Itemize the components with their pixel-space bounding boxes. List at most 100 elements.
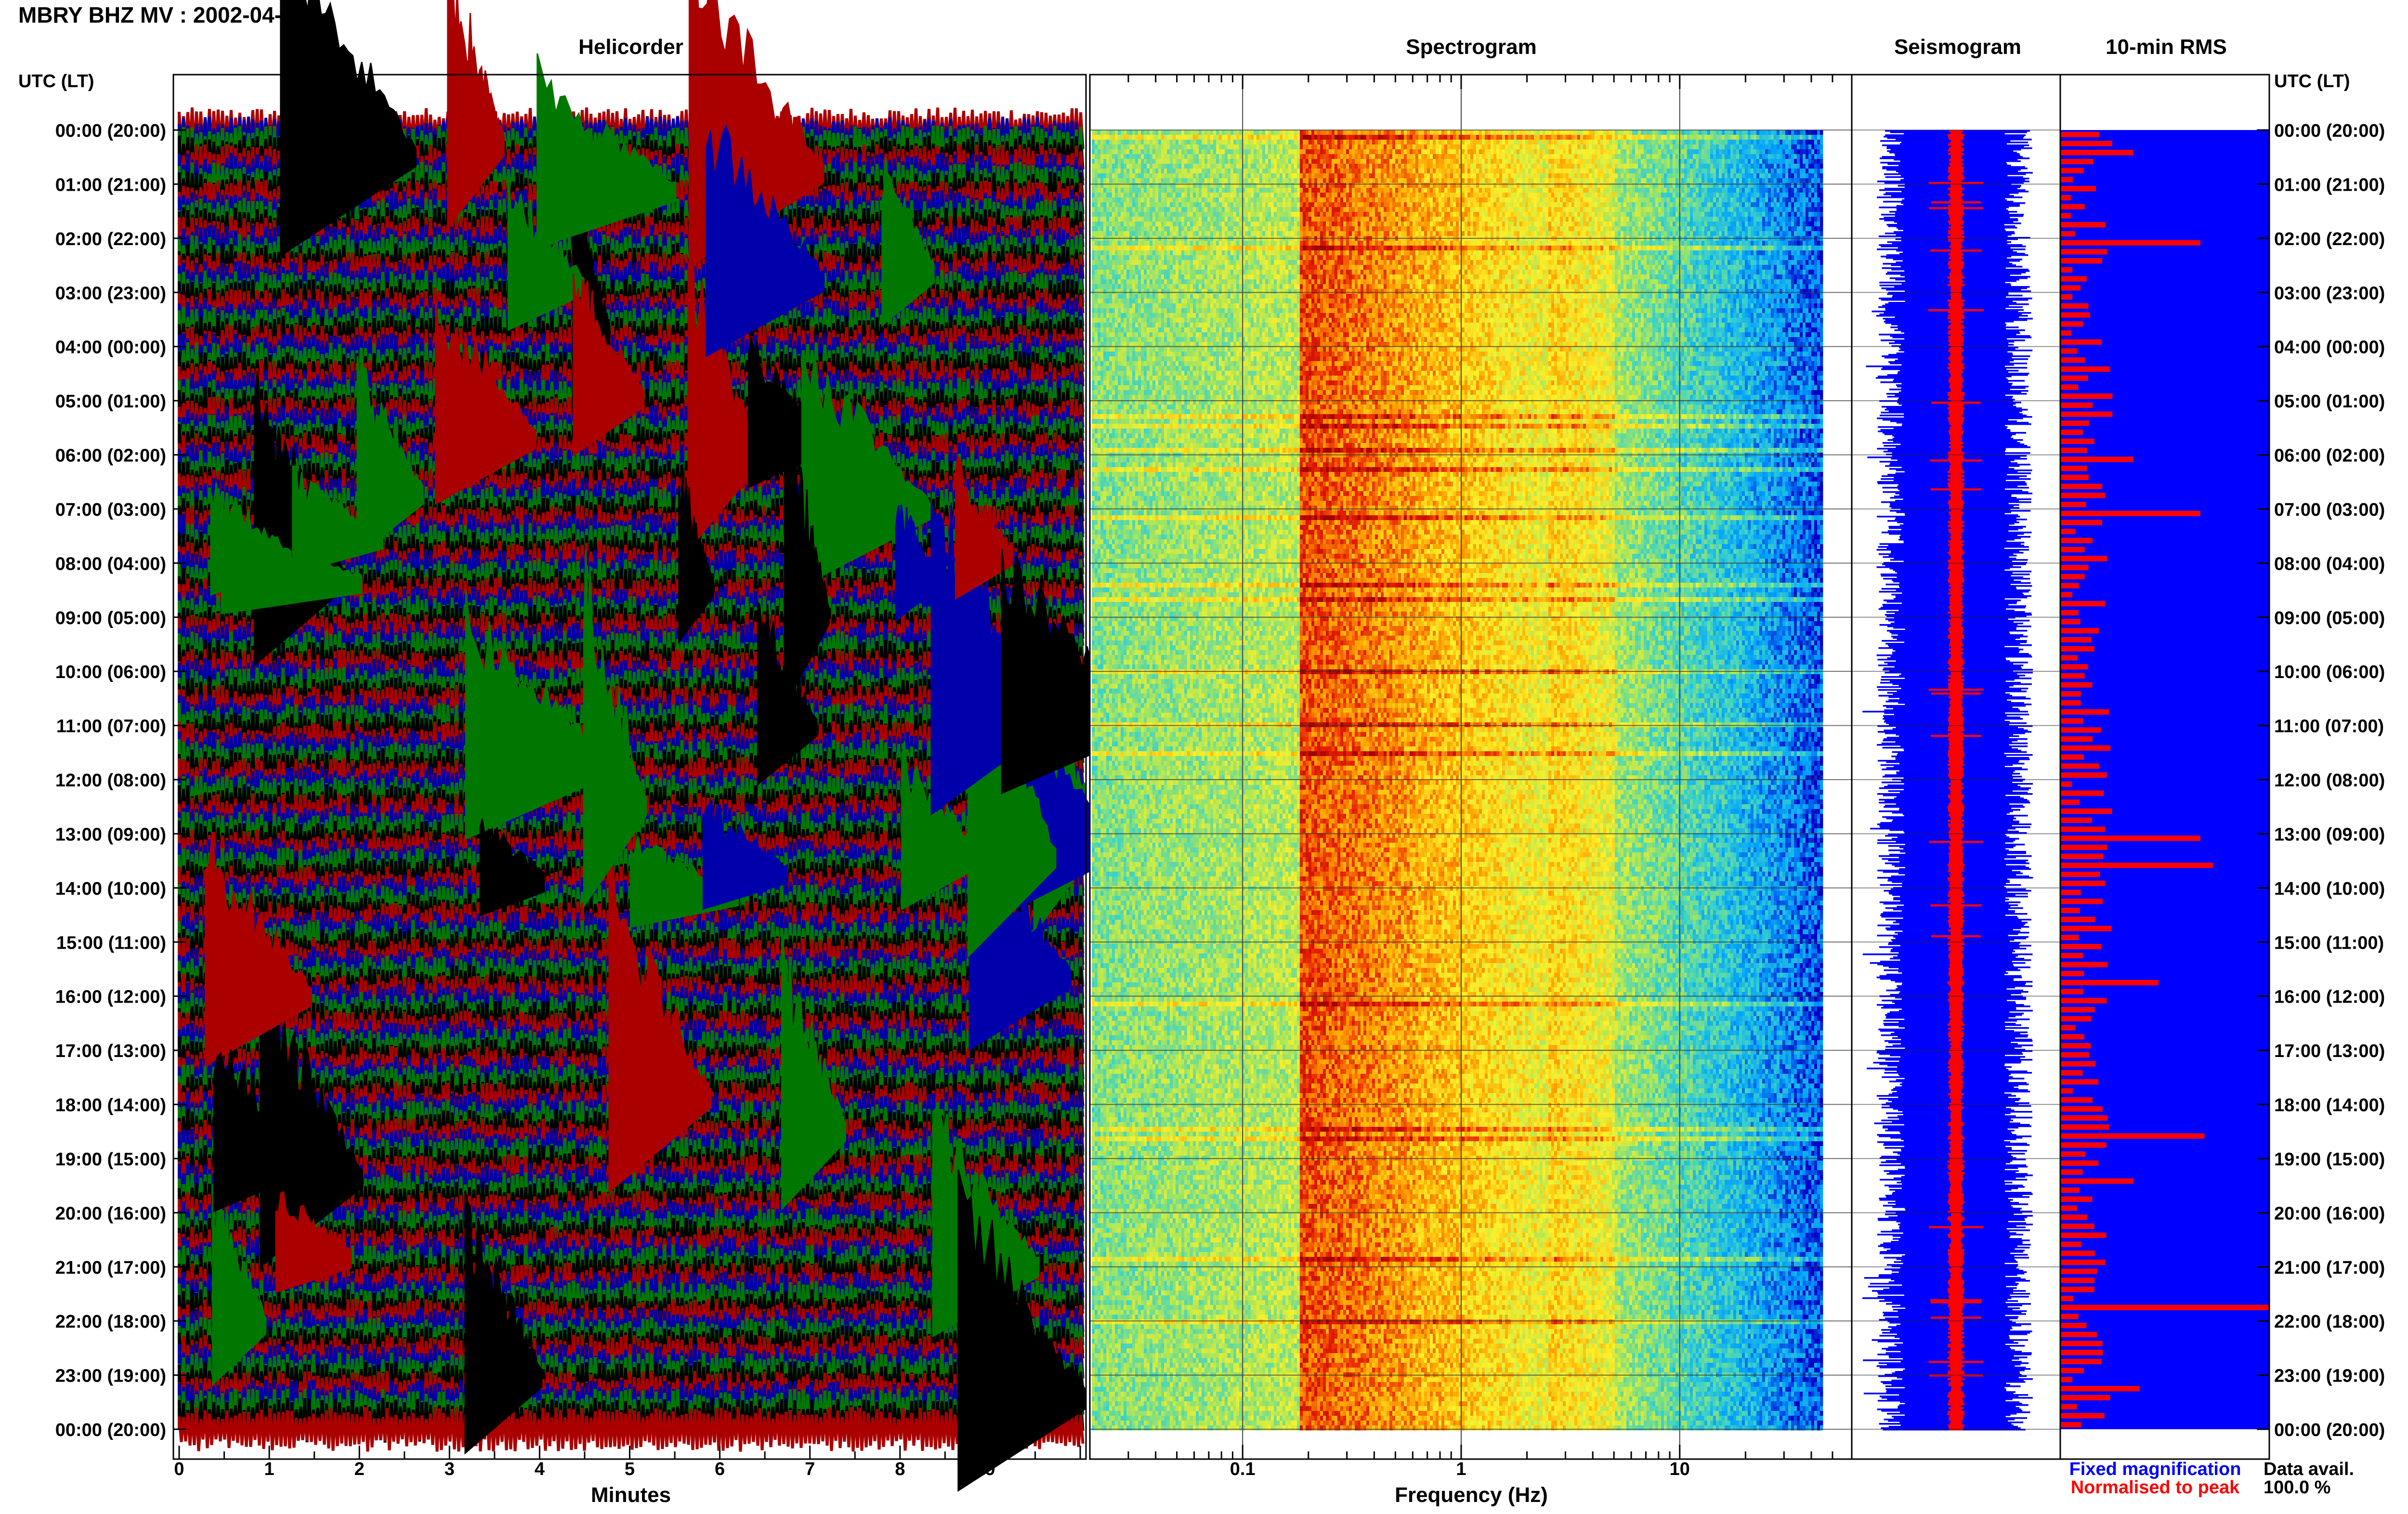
spectrogram-cell — [1404, 140, 1407, 145]
spectrogram-cell — [1569, 159, 1572, 164]
spectrogram-cell — [1690, 149, 1693, 155]
spectrogram-cell — [1635, 140, 1638, 145]
spectrogram-cell — [1725, 135, 1728, 140]
spectrogram-cell — [1574, 159, 1578, 164]
spectrogram-cell — [1794, 144, 1797, 150]
spectrogram-cell — [1647, 149, 1650, 155]
spectrogram-cell — [1609, 149, 1612, 155]
spectrogram-cell — [1554, 154, 1557, 159]
spectrogram-cell — [1369, 140, 1373, 145]
spectrogram-cell — [1574, 135, 1578, 140]
spectrogram-cell — [1456, 135, 1459, 140]
spectrogram-cell — [1158, 154, 1162, 159]
spectrogram-cell — [1661, 135, 1664, 140]
spectrogram-cell — [1311, 154, 1315, 159]
spectrogram-cell — [1352, 149, 1355, 155]
spectrogram-cell — [1545, 144, 1549, 150]
spectrogram-cell — [1791, 140, 1794, 145]
spectrogram-cell — [1144, 130, 1147, 135]
spectrogram-cell — [1433, 140, 1436, 145]
spectrogram-cell — [1759, 130, 1763, 135]
spectrogram-cell — [1540, 140, 1543, 145]
spectrogram-cell — [1600, 140, 1604, 145]
spectrogram-cell — [1271, 135, 1274, 140]
spectrogram-cell — [1265, 140, 1269, 145]
spectrogram-cell — [1722, 149, 1725, 155]
spectrogram-cell — [1196, 144, 1199, 150]
spectrogram-cell — [1569, 140, 1572, 145]
spectrogram-cell — [1560, 140, 1563, 145]
spectrogram-cell — [1768, 159, 1771, 164]
spectrogram-cell — [1488, 144, 1491, 150]
spectrogram-cell — [1722, 140, 1725, 145]
spectrogram-cell — [1545, 140, 1549, 145]
spectrogram-cell — [1418, 149, 1422, 155]
spectrogram-cell — [1641, 154, 1644, 159]
spectrogram-cell — [1100, 149, 1104, 155]
spectrogram-cell — [1797, 144, 1800, 150]
spectrogram-cell — [1661, 130, 1664, 135]
spectrogram-cell — [1184, 159, 1188, 164]
spectrogram-cell — [1759, 154, 1763, 159]
spectrogram-cell — [1424, 154, 1427, 159]
spectrogram-cell — [1675, 159, 1679, 164]
spectrogram-cell — [1433, 144, 1436, 150]
spectrogram-cell — [1667, 149, 1670, 155]
spectrogram-cell — [1681, 159, 1685, 164]
spectrogram-cell — [1632, 140, 1636, 145]
spectrogram-cell — [1228, 130, 1231, 135]
spectrogram-cell — [1158, 140, 1162, 145]
spectrogram-cell — [1355, 149, 1358, 155]
spectrogram-cell — [1147, 159, 1150, 164]
spectrogram-cell — [1545, 159, 1549, 164]
spectrogram-cell — [1173, 144, 1176, 150]
spectrogram-cell — [1317, 135, 1321, 140]
spectrogram-cell — [1514, 140, 1517, 145]
spectrogram-cell — [1612, 159, 1615, 164]
spectrogram-cell — [1121, 130, 1124, 135]
spectrogram-cell — [1225, 130, 1228, 135]
spectrogram-cell — [1254, 154, 1257, 159]
spectrogram-cell — [1647, 135, 1650, 140]
spectrogram-cell — [1488, 140, 1491, 145]
spectrogram-cell — [1424, 144, 1427, 150]
spectrogram-cell — [1730, 159, 1734, 164]
spectrogram-cell — [1687, 149, 1690, 155]
spectrogram-cell — [1667, 135, 1670, 140]
spectrogram-cell — [1534, 130, 1537, 135]
spectrogram-cell — [1771, 154, 1774, 159]
spectrogram-cell — [1280, 140, 1283, 145]
spectrogram-cell — [1540, 159, 1543, 164]
spectrogram-cell — [1491, 159, 1494, 164]
spectrogram-cell — [1213, 159, 1217, 164]
spectrogram-cell — [1132, 130, 1136, 135]
spectrogram-cell — [1817, 135, 1820, 140]
spectrogram-cell — [1756, 154, 1760, 159]
spectrogram-cell — [1675, 130, 1679, 135]
spectrogram-cell — [1259, 140, 1263, 145]
spectrogram-cell — [1525, 159, 1529, 164]
spectrogram-cell — [1358, 144, 1361, 150]
spectrogram-cell — [1439, 135, 1442, 140]
spectrogram-cell — [1280, 159, 1283, 164]
spectrogram-cell — [1259, 144, 1263, 150]
spectrogram-cell — [1233, 144, 1237, 150]
spectrogram-cell — [1557, 154, 1560, 159]
spectrogram-cell — [1138, 149, 1141, 155]
spectrogram-cell — [1687, 135, 1690, 140]
spectrogram-cell — [1126, 149, 1130, 155]
spectrogram-cell — [1488, 154, 1491, 159]
spectrogram-cell — [1311, 135, 1315, 140]
spectrogram-cell — [1774, 154, 1777, 159]
spectrogram-cell — [1329, 140, 1332, 145]
spectrogram-cell — [1283, 159, 1286, 164]
spectrogram-cell — [1496, 130, 1500, 135]
spectrogram-cell — [1317, 144, 1321, 150]
spectrogram-cell — [1314, 149, 1318, 155]
helicorder-x-tick-label: 2 — [354, 1459, 365, 1479]
spectrogram-cell — [1580, 135, 1584, 140]
spectrogram-cell — [1254, 140, 1257, 145]
spectrogram-cell — [1248, 144, 1251, 150]
spectrogram-cell — [1675, 149, 1679, 155]
spectrogram-cell — [1814, 140, 1818, 145]
